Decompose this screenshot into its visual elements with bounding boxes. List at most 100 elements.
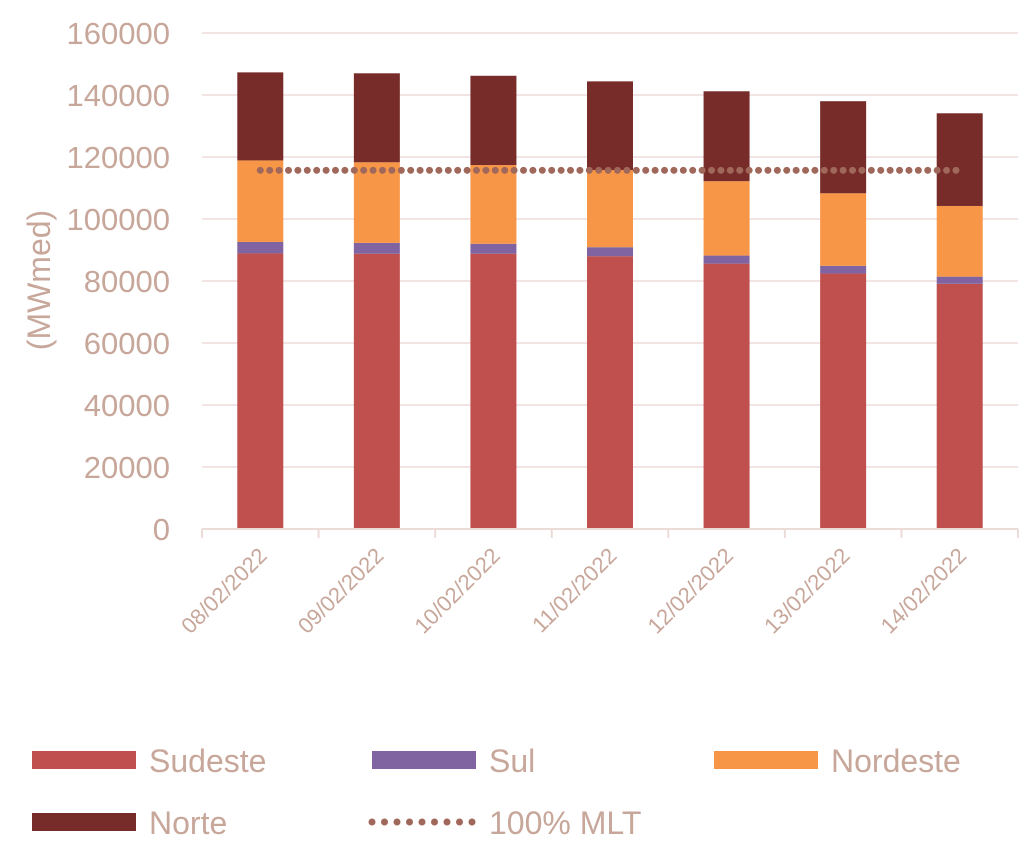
x-axis: 08/02/2022 09/02/2022 10/02/2022 11/02/2022… [176, 528, 1019, 639]
bar-sudeste [353, 253, 400, 529]
reference-line-dot [294, 166, 302, 174]
y-tick-label: 140000 [67, 78, 170, 113]
reference-line-dot [867, 166, 875, 174]
reference-line-dot [557, 166, 565, 174]
reference-line-dot [303, 166, 311, 174]
x-tick-label: 12/02/2022 [643, 543, 739, 639]
reference-line-dot [284, 166, 292, 174]
reference-line-dot [839, 166, 847, 174]
reference-line-dot [698, 166, 706, 174]
reference-line-dot [463, 166, 471, 174]
reference-line-dot [717, 166, 725, 174]
reference-line-dot [632, 166, 640, 174]
reference-line-dot [407, 166, 415, 174]
reference-line-dot [783, 166, 791, 174]
reference-line-dot [510, 166, 518, 174]
legend-dot [406, 818, 413, 826]
reference-line-dot [952, 166, 960, 174]
legend-dot [368, 818, 376, 826]
legend-label: Sul [489, 743, 535, 779]
reference-line-dot [491, 166, 499, 174]
legend-swatch [714, 751, 818, 769]
reference-line-dot [567, 166, 575, 174]
reference-line-dot [858, 166, 866, 174]
reference-line-dot [820, 166, 828, 174]
reference-line-dot [585, 166, 593, 174]
reference-line-dot [670, 166, 678, 174]
legend-item-nordeste: Nordeste [714, 743, 961, 779]
bar-sul [587, 247, 633, 257]
reference-line-dot [388, 166, 396, 174]
reference-line-dot [369, 166, 377, 174]
y-tick-label: 120000 [67, 140, 170, 175]
bar-sudeste [587, 256, 633, 529]
reference-line-dot [933, 166, 941, 174]
bar-nordeste [587, 170, 633, 248]
legend-dot [418, 818, 426, 826]
reference-line-dot [896, 166, 904, 174]
reference-line-dot [360, 166, 368, 174]
reference-line-dot [548, 166, 556, 174]
bar-sul [353, 242, 400, 254]
legend-dot [381, 818, 388, 826]
reference-line-dot [313, 166, 321, 174]
reference-line-dot [689, 166, 697, 174]
legend-swatch [32, 813, 136, 831]
bar-norte [470, 75, 517, 166]
reference-line-dot [604, 166, 612, 174]
reference-line-dot [708, 166, 716, 174]
reference-line-dot [811, 166, 819, 174]
legend-label: Nordeste [831, 743, 961, 779]
bar-nordeste [703, 181, 750, 256]
bar-nordeste [237, 160, 284, 242]
x-tick-label: 10/02/2022 [409, 543, 505, 639]
reference-line-dot [661, 166, 669, 174]
bar-sudeste [936, 283, 983, 529]
bar-norte [936, 113, 983, 206]
legend-label: 100% MLT [489, 805, 641, 841]
reference-line [256, 166, 960, 174]
bar-sudeste [820, 273, 867, 529]
legend-swatch [32, 751, 136, 769]
reference-line-dot [341, 166, 349, 174]
bar-nordeste [353, 162, 400, 243]
x-tick-label: 08/02/2022 [176, 543, 272, 639]
bars [237, 72, 983, 529]
bar-sudeste [470, 253, 517, 529]
legend-dot [393, 818, 401, 826]
reference-line-dot [331, 166, 339, 174]
legend-dot [468, 818, 476, 826]
bar-sul [237, 241, 284, 254]
reference-line-dot [454, 166, 462, 174]
reference-line-dot [595, 166, 603, 174]
bar-norte [820, 101, 867, 194]
bar-nordeste [470, 165, 517, 244]
x-tick-label: 14/02/2022 [876, 543, 972, 639]
reference-line-dot [576, 166, 584, 174]
legend-dot [443, 818, 451, 826]
y-axis-ticks: 0 20000 40000 60000 80000 100000 120000 140000 1… [67, 16, 170, 547]
y-tick-label: 80000 [84, 264, 170, 299]
legend-dot [456, 818, 463, 826]
y-tick-label: 60000 [84, 326, 170, 361]
bar-sul [703, 255, 750, 264]
bar-nordeste [936, 205, 983, 277]
reference-line-dot [886, 166, 894, 174]
y-tick-label: 40000 [84, 388, 170, 423]
bar-sudeste [237, 253, 284, 529]
y-tick-label: 0 [153, 512, 170, 547]
reference-line-dot [275, 166, 283, 174]
reference-line-dot [651, 166, 659, 174]
bar-norte [587, 81, 633, 171]
reference-line-dot [256, 166, 264, 174]
legend-item-sul: Sul [372, 743, 535, 779]
legend-dot [431, 818, 438, 826]
x-tick-label: 11/02/2022 [527, 543, 621, 637]
bar-norte [353, 73, 400, 163]
reference-line-dot [792, 166, 800, 174]
reference-line-dot [322, 166, 330, 174]
reference-line-dot [426, 166, 434, 174]
reference-line-dot [755, 166, 763, 174]
legend-label: Sudeste [149, 743, 266, 779]
